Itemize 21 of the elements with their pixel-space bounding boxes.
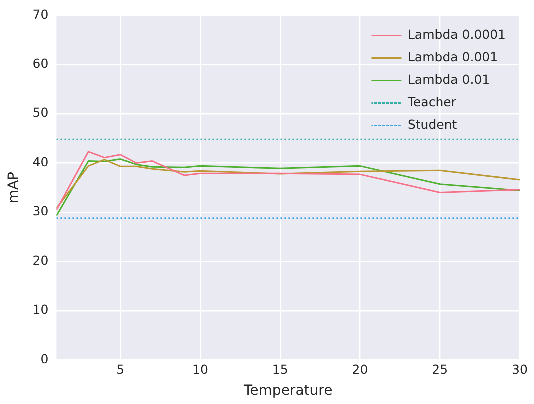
legend-label: Lambda 0.01 (408, 72, 490, 87)
x-tick-label: 25 (432, 362, 448, 377)
y-axis-title: mAP (6, 172, 22, 204)
x-tick-label: 5 (116, 362, 125, 377)
x-tick-label: 10 (192, 362, 208, 377)
legend-label: Lambda 0.001 (408, 50, 498, 64)
x-tick-label: 30 (512, 362, 528, 377)
legend-label: Student (408, 117, 458, 132)
y-tick-label: 60 (32, 56, 49, 71)
y-tick-label: 20 (32, 252, 49, 268)
y-tick-label: 30 (32, 204, 49, 219)
x-tick-label: 15 (272, 362, 288, 377)
y-tick-label: 50 (32, 105, 49, 120)
x-axis-title: Temperature (243, 383, 333, 400)
y-tick-label: 40 (32, 154, 49, 170)
y-tick-label: 0 (40, 351, 49, 366)
legend-label: Lambda 0.0001 (408, 27, 506, 42)
y-tick-label: 10 (32, 302, 49, 318)
y-tick-label: 70 (32, 6, 49, 22)
x-tick-label: 20 (352, 362, 368, 377)
legend-label: Teacher (406, 94, 458, 110)
